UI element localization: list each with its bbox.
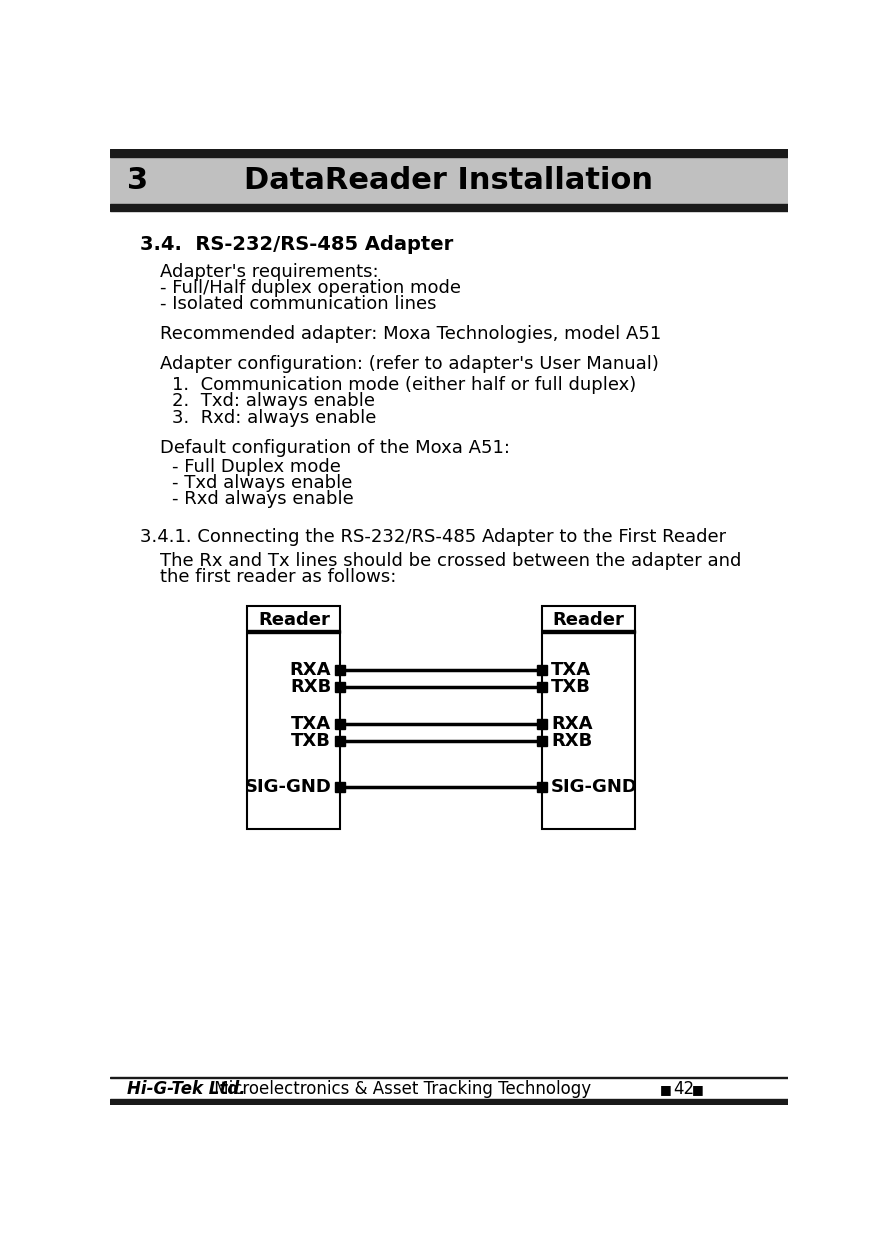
Text: Reader: Reader	[553, 611, 625, 628]
Bar	[247, 606, 341, 828]
Text: Adapter configuration: (refer to adapter's User Manual): Adapter configuration: (refer to adapter…	[160, 355, 659, 374]
Text: SIG-GND: SIG-GND	[551, 779, 638, 796]
Bar	[110, 1099, 788, 1105]
Text: 3: 3	[126, 166, 148, 195]
Text: 3.4.  RS-232/RS-485 Adapter: 3.4. RS-232/RS-485 Adapter	[140, 235, 454, 255]
Text: - Isolated communication lines: - Isolated communication lines	[160, 296, 436, 313]
Bar	[542, 606, 635, 828]
Text: the first reader as follows:: the first reader as follows:	[160, 568, 396, 586]
Text: ■: ■	[692, 1083, 704, 1095]
Bar	[110, 205, 788, 211]
Text: 42: 42	[674, 1081, 695, 1098]
Text: TXB: TXB	[292, 733, 331, 750]
Text: TXA: TXA	[551, 661, 591, 679]
Text: - Full/Half duplex operation mode: - Full/Half duplex operation mode	[160, 279, 461, 297]
Text: Adapter's requirements:: Adapter's requirements:	[160, 263, 378, 281]
Text: Microelectronics & Asset Tracking Technology: Microelectronics & Asset Tracking Techno…	[208, 1081, 590, 1098]
Text: TXB: TXB	[551, 678, 591, 697]
Text: Recommended adapter: Moxa Technologies, model A51: Recommended adapter: Moxa Technologies, …	[160, 325, 661, 343]
Text: SIG-GND: SIG-GND	[244, 779, 331, 796]
Text: The Rx and Tx lines should be crossed between the adapter and: The Rx and Tx lines should be crossed be…	[160, 551, 741, 570]
Text: Reader: Reader	[258, 611, 330, 628]
Text: - Full Duplex mode: - Full Duplex mode	[172, 458, 341, 476]
Text: ■: ■	[660, 1083, 672, 1095]
Text: - Txd always enable: - Txd always enable	[172, 474, 352, 492]
Text: 1.  Communication mode (either half or full duplex): 1. Communication mode (either half or fu…	[172, 376, 636, 394]
Text: RXA: RXA	[290, 661, 331, 679]
Text: - Rxd always enable: - Rxd always enable	[172, 491, 353, 508]
Bar	[542, 630, 635, 633]
Text: Default configuration of the Moxa A51:: Default configuration of the Moxa A51:	[160, 438, 510, 457]
Bar	[247, 630, 341, 633]
Text: DataReader Installation: DataReader Installation	[244, 166, 653, 195]
Text: RXB: RXB	[290, 678, 331, 697]
Bar	[110, 149, 788, 156]
Text: RXB: RXB	[551, 733, 592, 750]
Text: RXA: RXA	[551, 715, 593, 733]
Text: 3.  Rxd: always enable: 3. Rxd: always enable	[172, 409, 376, 426]
Text: 3.4.1. Connecting the RS-232/RS-485 Adapter to the First Reader: 3.4.1. Connecting the RS-232/RS-485 Adap…	[140, 528, 726, 546]
Bar	[110, 156, 788, 205]
Text: 2.  Txd: always enable: 2. Txd: always enable	[172, 392, 375, 410]
Bar	[110, 1077, 788, 1078]
Text: Hi-G-Tek Ltd.: Hi-G-Tek Ltd.	[126, 1081, 245, 1098]
Text: TXA: TXA	[291, 715, 331, 733]
